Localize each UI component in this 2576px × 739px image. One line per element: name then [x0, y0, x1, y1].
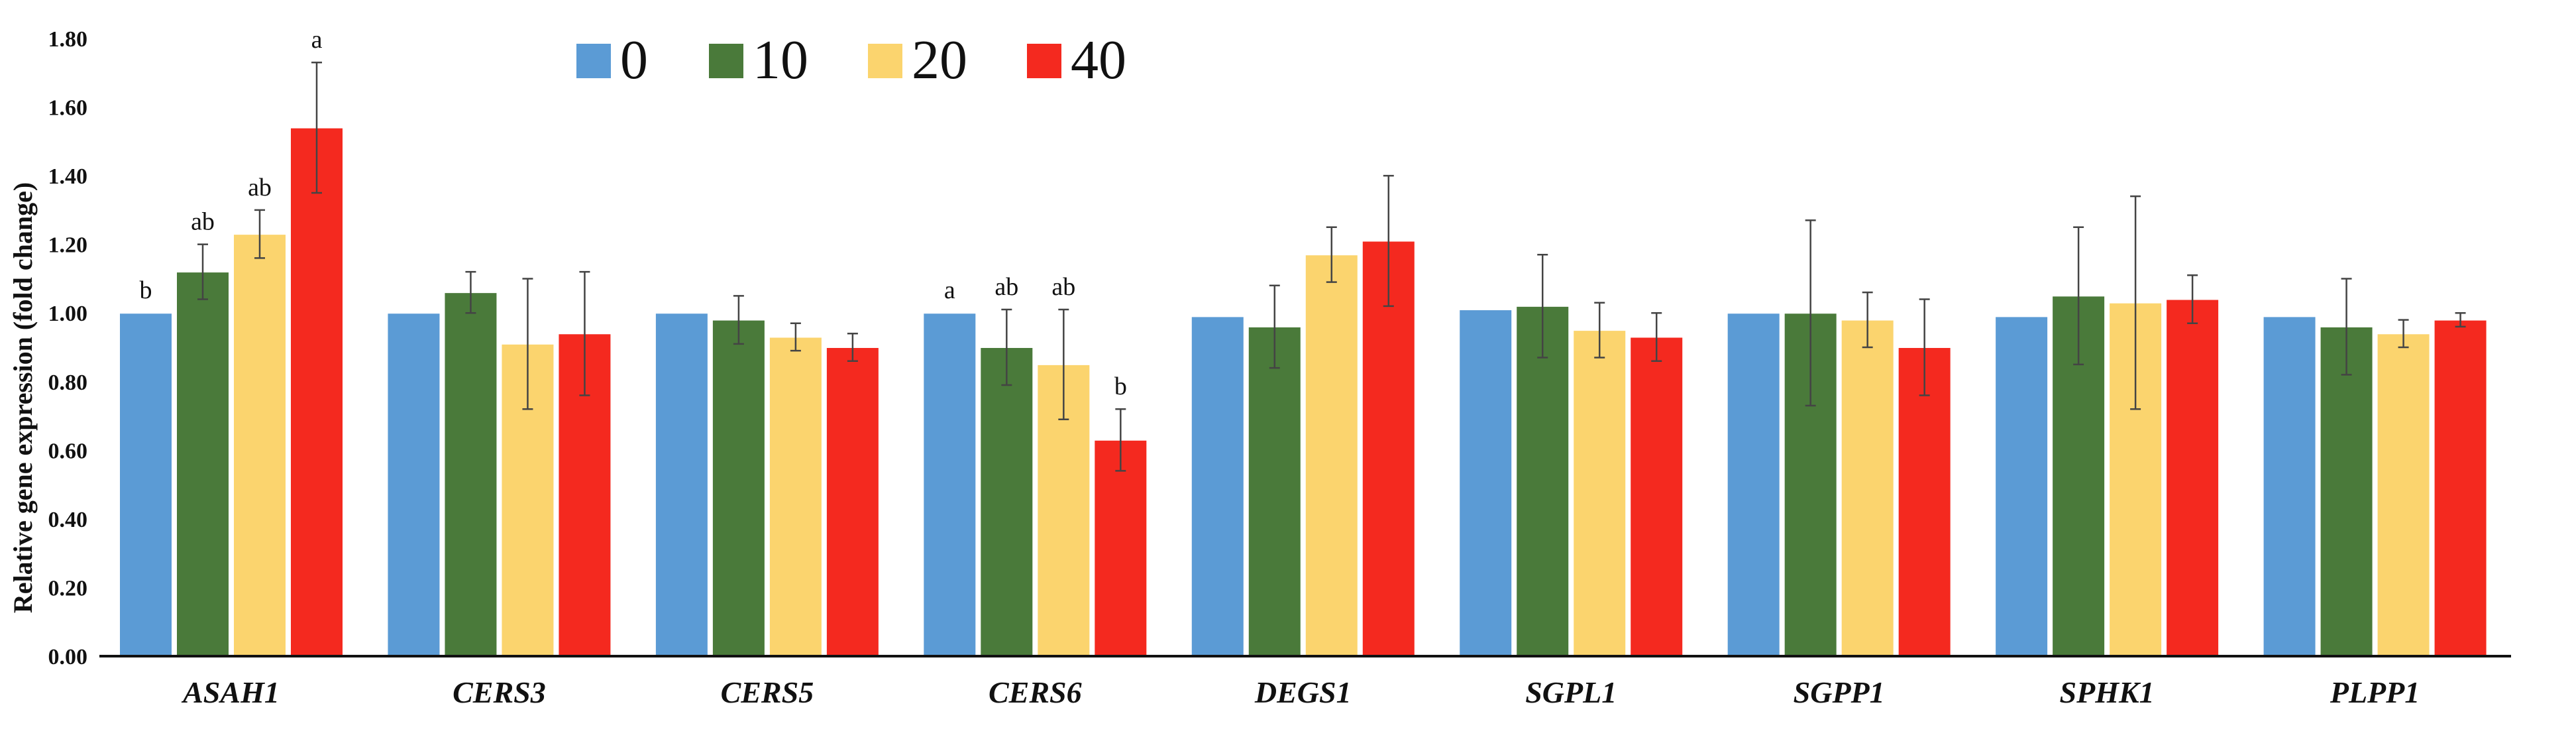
- legend-swatch-10: [709, 44, 743, 78]
- bar-asah1-20: [233, 233, 287, 657]
- category-label-cers5: CERS5: [721, 675, 814, 709]
- legend-label-10: 10: [753, 29, 808, 91]
- legend-label-0: 0: [620, 29, 648, 91]
- category-label-cers3: CERS3: [453, 675, 546, 709]
- bar-sphk1-40: [2165, 298, 2220, 657]
- bar-sphk1-0: [1994, 315, 2049, 657]
- bar-cers5-20: [768, 336, 823, 657]
- y-tick-label: 1.60: [48, 96, 88, 121]
- bar-degs1-10: [1247, 325, 1302, 657]
- y-tick-label: 1.00: [48, 302, 88, 326]
- bar-cers3-0: [386, 312, 441, 657]
- bar-degs1-40: [1361, 240, 1416, 657]
- legend-swatch-40: [1027, 44, 1061, 78]
- y-tick-label: 1.80: [48, 27, 88, 52]
- bar-asah1-10: [176, 271, 230, 657]
- legend-swatch-0: [576, 44, 611, 78]
- legend-label-20: 20: [912, 29, 967, 91]
- bar-cers5-10: [711, 319, 766, 657]
- bar-sgpl1-0: [1458, 309, 1513, 657]
- legend-swatch-20: [868, 44, 902, 78]
- significance-label: ab: [248, 174, 272, 201]
- significance-labels: b ab ab a a ab ab b: [140, 26, 1127, 400]
- y-axis-ticks: 0.00 0.20 0.40 0.60 0.80 1.00 1.20 1.40 1.60 1.80: [48, 27, 88, 669]
- bar-sgpp1-40: [1897, 347, 1952, 657]
- category-label-plpp1: PLPP1: [2330, 675, 2420, 709]
- y-tick-label: 0.60: [48, 439, 88, 463]
- category-labels: ASAH1 CERS3 CERS5 CERS6 DEGS1 SGPL1 SGPP1 SPHK1…: [181, 675, 2420, 709]
- significance-label: b: [1114, 372, 1127, 400]
- significance-label: ab: [191, 208, 215, 236]
- significance-label: ab: [994, 273, 1018, 301]
- bar-sgpl1-20: [1572, 329, 1627, 657]
- bar-sgpl1-10: [1515, 305, 1570, 657]
- bar-plpp1-40: [2433, 319, 2488, 657]
- category-label-cers6: CERS6: [989, 675, 1082, 709]
- bars: [119, 127, 2488, 657]
- bar-cers6-40: [1093, 439, 1148, 657]
- significance-label: a: [311, 26, 323, 54]
- y-tick-label: 0.40: [48, 508, 88, 532]
- bar-cers6-0: [922, 312, 977, 657]
- bar-cers5-40: [825, 347, 880, 657]
- y-tick-label: 0.80: [48, 370, 88, 395]
- bar-asah1-0: [119, 312, 173, 657]
- bar-sgpl1-40: [1629, 336, 1684, 657]
- bar-sgpp1-0: [1726, 312, 1781, 657]
- bar-degs1-0: [1190, 315, 1245, 657]
- significance-label: a: [944, 276, 955, 304]
- category-label-sgpl1: SGPL1: [1525, 675, 1617, 709]
- category-label-sphk1: SPHK1: [2060, 675, 2155, 709]
- y-tick-label: 1.20: [48, 233, 88, 258]
- bar-plpp1-20: [2376, 333, 2431, 657]
- bar-degs1-20: [1304, 254, 1359, 657]
- category-label-sgpp1: SGPP1: [1794, 675, 1885, 709]
- y-tick-label: 0.00: [48, 645, 88, 669]
- bar-asah1-40: [290, 127, 344, 657]
- y-tick-label: 0.20: [48, 576, 88, 600]
- legend-label-40: 40: [1071, 29, 1126, 91]
- bar-plpp1-10: [2319, 325, 2374, 657]
- bar-plpp1-0: [2262, 315, 2317, 657]
- bar-cers6-10: [979, 347, 1034, 657]
- error-bars: [197, 61, 2466, 472]
- y-axis-label: Relative gene expression (fold change): [8, 182, 38, 613]
- category-label-degs1: DEGS1: [1254, 675, 1352, 709]
- significance-label: ab: [1051, 273, 1075, 301]
- legend: 0 10 20 40: [576, 29, 1126, 91]
- bar-cers5-0: [654, 312, 709, 657]
- category-label-asah1: ASAH1: [181, 675, 280, 709]
- y-tick-label: 1.40: [48, 164, 88, 189]
- bar-cers3-10: [443, 292, 498, 657]
- bar-sgpp1-20: [1840, 319, 1895, 657]
- significance-label: b: [140, 276, 152, 304]
